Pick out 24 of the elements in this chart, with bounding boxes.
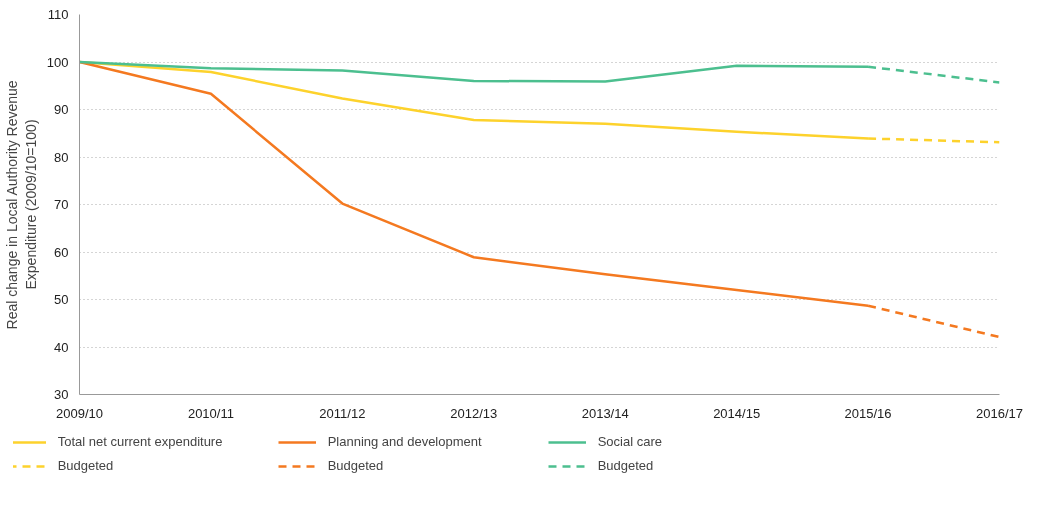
x-tick-label: 2016/17 bbox=[976, 405, 1023, 421]
y-tick-label: 40 bbox=[54, 339, 69, 355]
x-tick-label: 2012/13 bbox=[450, 405, 498, 421]
x-tick-label: 2009/10 bbox=[56, 405, 103, 421]
legend-label: Planning and development bbox=[327, 434, 483, 449]
x-tick-label: 2013/14 bbox=[581, 405, 629, 421]
y-tick-label: 110 bbox=[47, 7, 69, 22]
legend-label: Budgeted bbox=[597, 458, 655, 473]
y-tick-label: 100 bbox=[46, 54, 69, 70]
y-tick-label: 30 bbox=[54, 387, 69, 402]
y-tick-label: 50 bbox=[54, 292, 69, 307]
legend-label: Social care bbox=[597, 434, 663, 449]
x-tick-label: 2015/16 bbox=[844, 405, 892, 421]
y-axis-title: Real change in Local Authority Revenue Expenditure (2009/10=100) bbox=[3, 80, 39, 330]
y-tick-label: 60 bbox=[54, 244, 69, 260]
legend-label: Total net current expenditure bbox=[57, 434, 224, 449]
y-tick-label: 80 bbox=[54, 149, 69, 165]
x-tick-label: 2011/12 bbox=[319, 405, 366, 421]
y-tick-label: 70 bbox=[54, 197, 69, 212]
legend-label: Budgeted bbox=[57, 458, 115, 473]
x-tick-label: 2014/15 bbox=[713, 405, 761, 421]
y-tick-label: 90 bbox=[54, 102, 69, 117]
x-tick-label: 2010/11 bbox=[187, 405, 234, 421]
legend-label: Budgeted bbox=[327, 458, 385, 473]
